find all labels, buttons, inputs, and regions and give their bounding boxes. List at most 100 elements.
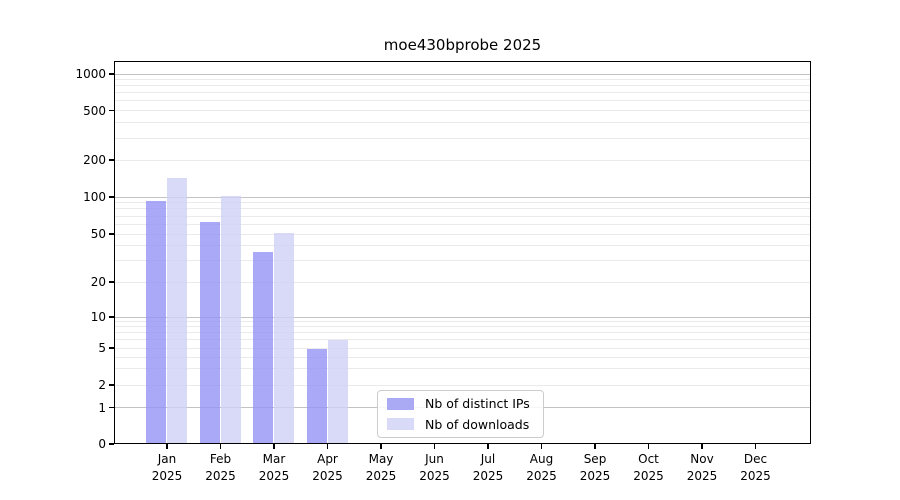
y-tick-mark <box>108 281 114 283</box>
x-tick-mark <box>754 444 757 449</box>
y-tick-mark <box>108 109 114 112</box>
bar-downloads <box>220 195 241 443</box>
x-tick-label: May 2025 <box>349 451 413 484</box>
bar-distinct-ips <box>253 251 273 443</box>
x-tick-label: Jan 2025 <box>135 451 199 484</box>
x-tick-year: 2025 <box>419 468 450 483</box>
x-tick-year: 2025 <box>686 468 718 483</box>
x-tick-label: Apr 2025 <box>296 451 360 484</box>
y-tick-label: 10 <box>90 310 106 324</box>
chart-title: moe430bprobe 2025 <box>383 36 542 54</box>
x-tick-month: Jan <box>157 452 177 466</box>
x-tick-mark <box>540 444 543 449</box>
x-tick-mark <box>380 444 382 449</box>
y-tick-mark <box>108 347 114 349</box>
gridline <box>115 356 810 358</box>
x-tick-month: Feb <box>209 452 232 466</box>
y-tick-mark <box>108 406 114 409</box>
gridline <box>115 347 810 349</box>
x-tick-year: 2025 <box>472 468 504 483</box>
x-tick-label: Jun 2025 <box>403 451 467 484</box>
gridline <box>115 368 810 370</box>
bar-distinct-ips <box>146 201 166 443</box>
x-tick-month: Dec <box>743 452 768 466</box>
y-tick-label: 1 <box>98 400 106 415</box>
x-tick-mark <box>433 444 436 449</box>
x-tick-year: 2025 <box>579 468 611 483</box>
gridline <box>115 79 810 81</box>
y-tick-label: 500 <box>83 103 106 118</box>
x-tick-month: Jul <box>480 452 496 466</box>
x-tick-mark <box>701 444 703 449</box>
x-tick-year: 2025 <box>258 468 290 483</box>
x-tick-year: 2025 <box>526 468 557 483</box>
bar-distinct-ips <box>306 348 327 443</box>
gridline <box>115 73 810 75</box>
y-tick-label: 50 <box>90 227 106 241</box>
gridline <box>115 233 810 235</box>
legend-row-distinct-ips: Nb of distinct IPs <box>387 396 543 411</box>
gridline <box>115 281 810 283</box>
y-tick-label: 0 <box>98 437 106 451</box>
gridline <box>115 196 810 198</box>
legend-label-distinct-ips: Nb of distinct IPs <box>425 396 530 412</box>
gridline <box>115 110 810 111</box>
y-tick-mark <box>108 443 114 445</box>
legend-swatch-downloads-icon <box>387 418 414 431</box>
y-tick-mark <box>108 384 114 386</box>
plot-area <box>114 61 811 444</box>
x-tick-month: May <box>368 452 394 466</box>
x-tick-month: Aug <box>529 452 554 466</box>
gridline <box>115 122 810 124</box>
x-tick-month: Apr <box>317 452 338 466</box>
x-tick-year: 2025 <box>633 468 664 483</box>
gridline <box>115 260 810 262</box>
gridline <box>115 202 810 204</box>
x-tick-label: Jul 2025 <box>456 451 520 484</box>
x-tick-year: 2025 <box>312 468 343 483</box>
y-tick-label: 200 <box>83 153 106 167</box>
x-tick-year: 2025 <box>365 468 397 483</box>
y-tick-mark <box>108 73 114 75</box>
x-tick-year: 2025 <box>151 468 183 483</box>
gridline <box>115 223 810 225</box>
x-tick-mark <box>166 444 168 449</box>
legend: Nb of distinct IPs Nb of downloads <box>377 390 544 438</box>
x-tick-month: Sep <box>583 452 607 466</box>
x-tick-label: Oct 2025 <box>617 451 681 484</box>
gridline <box>115 384 810 386</box>
legend-row-downloads: Nb of downloads <box>387 417 543 432</box>
x-tick-mark <box>326 444 329 449</box>
y-tick-label: 100 <box>83 190 106 204</box>
x-tick-label: Dec 2025 <box>724 451 788 484</box>
x-tick-mark <box>273 444 275 449</box>
gridline <box>115 245 810 247</box>
gridline <box>115 339 810 341</box>
x-tick-mark <box>647 444 650 449</box>
bar-downloads <box>274 233 294 443</box>
y-tick-mark <box>108 159 114 161</box>
gridline <box>115 159 810 161</box>
gridline <box>115 215 810 217</box>
gridline <box>115 332 810 334</box>
y-tick-label: 20 <box>90 275 106 289</box>
x-tick-mark <box>219 444 222 449</box>
y-tick-label: 1000 <box>75 67 106 81</box>
x-tick-mark <box>487 444 489 449</box>
gridline <box>115 316 810 318</box>
x-tick-month: Jun <box>425 452 444 466</box>
x-tick-year: 2025 <box>740 468 771 483</box>
bar-downloads <box>167 177 187 443</box>
y-tick-mark <box>108 196 114 198</box>
x-tick-year: 2025 <box>205 468 236 483</box>
y-tick-label: 5 <box>98 341 106 355</box>
gridline <box>115 208 810 210</box>
gridline <box>115 92 810 94</box>
x-tick-month: Oct <box>638 452 659 466</box>
y-tick-label: 2 <box>98 378 106 392</box>
gridline <box>115 85 810 87</box>
legend-label-downloads: Nb of downloads <box>425 416 530 432</box>
bar-distinct-ips <box>199 222 220 443</box>
x-tick-month: Nov <box>690 452 714 466</box>
